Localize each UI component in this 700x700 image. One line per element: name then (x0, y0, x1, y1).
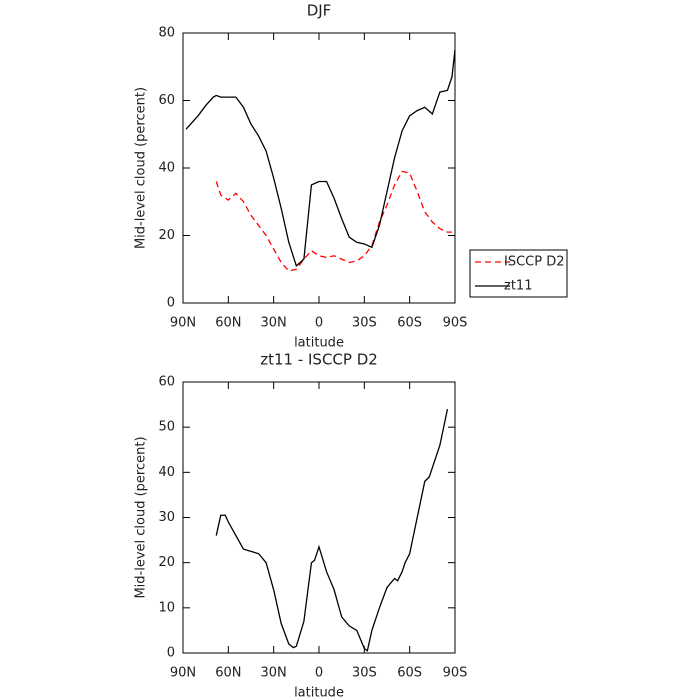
y-tick-label: 0 (167, 646, 175, 661)
legend-box (469, 249, 568, 298)
x-tick-label: 30N (261, 316, 287, 331)
plot-frame (182, 381, 456, 654)
data-line (185, 49, 456, 268)
x-tick-label: 90S (443, 316, 468, 331)
x-tick-label: 60N (215, 666, 241, 681)
x-tick-label: 90N (170, 666, 196, 681)
x-tick-label: 30S (352, 666, 377, 681)
x-tick-label: 60N (215, 316, 241, 331)
x-tick-label: 30S (352, 316, 377, 331)
plot-frame (182, 32, 456, 304)
x-tick-label: 60S (397, 316, 422, 331)
chart-title: zt11 - ISCCP D2 (260, 351, 378, 369)
data-line (215, 170, 452, 272)
x-tick-label: 30N (261, 666, 287, 681)
y-tick-label: 30 (158, 510, 175, 525)
y-tick-label: 0 (167, 296, 175, 311)
legend-label: zt11 (504, 279, 532, 294)
x-tick-label: 0 (315, 666, 323, 681)
x-tick-label: 0 (315, 316, 323, 331)
y-tick-label: 50 (158, 420, 175, 435)
x-axis-label: latitude (294, 686, 344, 700)
x-tick-label: 60S (397, 666, 422, 681)
y-tick-label: 40 (158, 465, 175, 480)
y-tick-label: 20 (158, 228, 175, 243)
y-tick-label: 60 (158, 93, 175, 108)
y-tick-label: 40 (158, 161, 175, 176)
y-tick-label: 60 (158, 375, 175, 390)
data-line (215, 408, 449, 652)
x-tick-label: 90N (170, 316, 196, 331)
x-tick-label: 90S (443, 666, 468, 681)
legend-label: ISCCP D2 (504, 255, 565, 270)
x-axis-label: latitude (294, 336, 344, 351)
chart-title: DJF (307, 2, 332, 20)
y-tick-label: 20 (158, 555, 175, 570)
y-tick-label: 10 (158, 600, 175, 615)
y-tick-label: 80 (158, 26, 175, 41)
y-axis-label: Mid-level cloud (percent) (134, 87, 149, 249)
y-axis-label: Mid-level cloud (percent) (134, 436, 149, 598)
